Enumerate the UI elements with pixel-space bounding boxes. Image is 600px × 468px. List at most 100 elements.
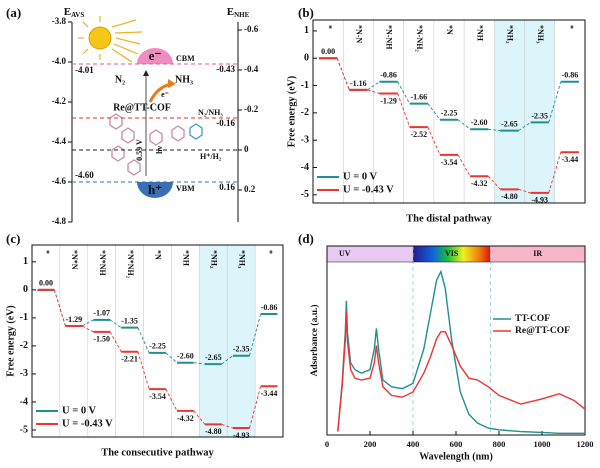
y-tick-label: -5: [301, 189, 309, 200]
plot-frame: [326, 245, 586, 436]
connector: [249, 313, 262, 356]
connector: [53, 289, 66, 327]
value-label: -1.29: [65, 315, 82, 324]
value-label: -3.54: [441, 158, 458, 167]
axis-title-main: E: [64, 6, 71, 18]
category-label: *: [265, 250, 274, 254]
plot-frame: [312, 19, 586, 204]
value-label: -3.44: [261, 389, 278, 398]
nhe-label: 0.16: [219, 182, 235, 192]
level-name: N₂/NH₃: [198, 108, 223, 117]
y-tick-label: -4: [301, 162, 309, 173]
connector: [165, 388, 178, 412]
connector: [518, 188, 531, 194]
y2-tick-label: 0: [244, 144, 249, 154]
category-label: *N-N: [354, 25, 363, 43]
span-label: IR: [533, 249, 542, 258]
arrow-head: [168, 79, 176, 88]
y-tick-label: 1: [304, 25, 309, 36]
panel-label: (b): [298, 5, 314, 20]
y-tick-label: 0: [23, 284, 28, 295]
value-label: -4.32: [177, 414, 194, 423]
category-label: *: [566, 25, 575, 29]
category-label: *NH₂: [506, 25, 515, 44]
category-label: *N*N: [70, 250, 79, 270]
avs-label: -4.01: [75, 65, 94, 75]
category-label: *NH₃: [536, 25, 545, 44]
sun: [88, 26, 112, 50]
connector: [367, 81, 380, 91]
connector: [249, 386, 262, 429]
value-label: -3.44: [562, 155, 579, 164]
category-label: *NH₂: [209, 250, 218, 269]
y-tick-label: -2: [301, 107, 309, 118]
value-label: -2.60: [177, 352, 194, 361]
axis-title-sub: AVS: [71, 11, 84, 19]
category-label: *N-NH₂: [415, 25, 424, 52]
y-tick-label: -4.4: [52, 136, 67, 146]
y-tick-label: 1: [23, 256, 28, 267]
y2-tick-label: 0.2: [244, 184, 256, 194]
arrow-head: [143, 70, 149, 76]
annotation: hν: [155, 146, 164, 154]
value-label: -4.32: [471, 179, 488, 188]
x-tick-label: 200: [364, 439, 377, 449]
category-label: *N*NH₂: [126, 250, 135, 279]
level-name: CBM: [176, 54, 195, 63]
sun-rays: [78, 16, 143, 63]
highlight: [494, 20, 525, 203]
value-label: -1.50: [93, 335, 110, 344]
x-tick-label: 800: [493, 439, 506, 449]
axis-title: EAVS: [64, 6, 85, 19]
y-tick-label: -2: [20, 340, 28, 351]
x-tick-label: 0: [325, 439, 329, 449]
connector: [488, 128, 501, 132]
annotation: e⁻: [161, 90, 169, 99]
connector: [193, 362, 205, 365]
connector: [221, 355, 234, 365]
level-name: VBM: [176, 184, 195, 193]
caption: The distal pathway: [406, 213, 493, 224]
spectrum-line: [337, 311, 586, 432]
category-label: *: [324, 25, 333, 29]
value-label: -1.29: [380, 96, 397, 105]
illustration: [78, 16, 203, 198]
category-label: *NH₃: [237, 250, 246, 269]
value-label: -2.35: [233, 345, 250, 354]
vbm-bowl: [137, 182, 173, 198]
legend-label: TT-COF: [515, 314, 550, 324]
avs-label: -4.60: [75, 170, 94, 180]
value-label: -2.21: [121, 355, 138, 364]
category-label: *N: [154, 250, 163, 260]
connector: [137, 351, 150, 390]
panel-label: (a): [6, 5, 21, 20]
value-label: -4.93: [531, 196, 548, 205]
value-label: -2.52: [410, 130, 427, 139]
y-tick-label: -3: [20, 368, 28, 379]
connector: [336, 58, 350, 91]
value-label: -0.86: [261, 303, 278, 312]
y-axis-title: Adsorbance (a.u.): [309, 304, 320, 376]
connector: [427, 126, 441, 156]
highlight: [199, 245, 228, 437]
y2-tick-label: -0.4: [244, 64, 259, 74]
category-label: *NH: [182, 250, 191, 267]
connector: [221, 423, 233, 429]
connector: [397, 93, 411, 128]
axis-title: ENHE: [227, 6, 250, 19]
connector: [81, 325, 94, 333]
y-tick-label: -4.6: [52, 176, 67, 186]
legend-label: U = 0 V: [343, 171, 378, 182]
x-axis-title: Wavelength (nm): [419, 451, 493, 462]
legend-label: U = -0.43 V: [62, 418, 113, 429]
annotation: N₂: [115, 74, 125, 85]
y-tick-label: -4: [20, 396, 28, 407]
category-label: *N*NH: [98, 250, 107, 277]
value-label: -1.16: [350, 79, 367, 88]
value-label: -2.25: [149, 342, 166, 351]
cbm-dome: [137, 48, 173, 64]
connector: [367, 89, 380, 94]
span: [490, 246, 585, 262]
annotation: NH₃: [175, 74, 193, 85]
